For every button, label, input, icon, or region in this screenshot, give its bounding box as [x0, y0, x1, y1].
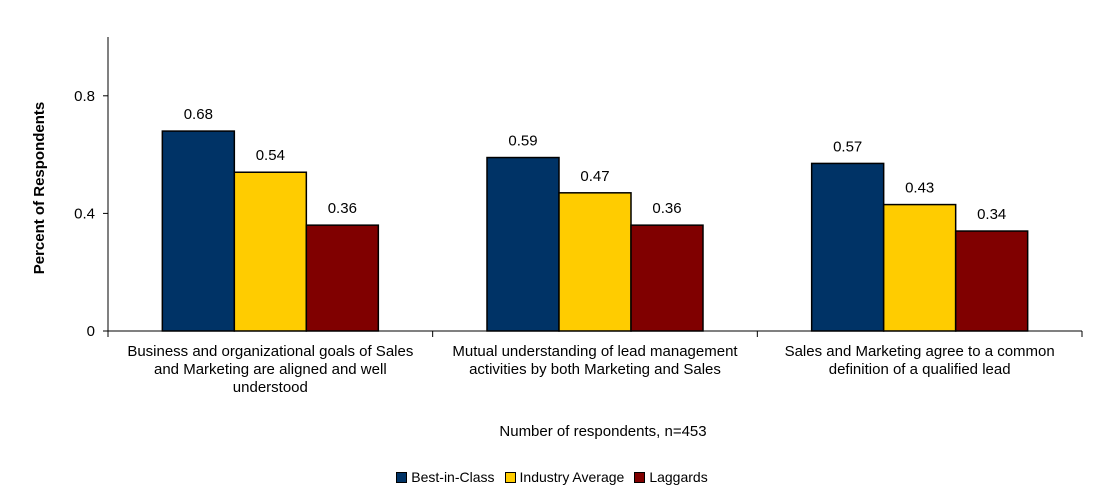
data-label: 0.47	[580, 168, 609, 185]
x-category-label-line: understood	[232, 379, 308, 396]
legend: Best-in-Class Industry Average Laggards	[0, 469, 1104, 485]
x-category-label-line: Mutual understanding of lead management	[452, 343, 738, 360]
data-label: 0.57	[833, 138, 862, 155]
legend-item: Laggards	[634, 469, 708, 485]
legend-label: Best-in-Class	[411, 469, 495, 485]
data-label: 0.68	[184, 106, 213, 123]
bar-industry-average-0	[233, 171, 308, 332]
y-tick-label: 0.8	[74, 88, 95, 105]
data-label: 0.36	[652, 200, 681, 217]
data-label: 0.59	[508, 133, 537, 150]
bar-laggards-2	[954, 230, 1029, 332]
x-category-label: Business and organizational goals of Sal…	[108, 343, 432, 397]
x-category-label-line: and Marketing are aligned and well	[154, 361, 387, 378]
x-category-label-line: Sales and Marketing agree to a common	[784, 343, 1055, 360]
legend-swatch	[396, 471, 408, 483]
x-category-label: Sales and Marketing agree to a common def…	[758, 343, 1082, 379]
x-category-label: Mutual understanding of lead management a…	[433, 343, 757, 379]
bar-laggards-0	[305, 224, 380, 332]
legend-item: Best-in-Class	[396, 469, 495, 485]
bars	[161, 130, 1029, 332]
y-tick-label: 0.4	[74, 205, 95, 222]
legend-label: Laggards	[649, 469, 708, 485]
data-label: 0.54	[256, 147, 285, 164]
legend-swatch	[634, 471, 646, 483]
data-label: 0.43	[905, 180, 934, 197]
legend-item: Industry Average	[504, 469, 625, 485]
legend-swatch	[504, 471, 516, 483]
x-category-label-line: Business and organizational goals of Sal…	[127, 343, 414, 360]
x-axis-title: Number of respondents, n=453	[499, 423, 706, 440]
y-axis-title: Percent of Respondents	[31, 102, 48, 275]
bar-best-in-class-1	[486, 156, 560, 332]
y-tick-label: 0	[87, 323, 95, 340]
bar-industry-average-2	[882, 203, 957, 332]
bar-laggards-1	[630, 224, 704, 332]
legend-label: Industry Average	[519, 469, 625, 485]
bar-industry-average-1	[558, 192, 632, 332]
x-category-label-line: activities by both Marketing and Sales	[469, 361, 721, 378]
bar-best-in-class-2	[810, 162, 885, 332]
bar-best-in-class-0	[161, 130, 236, 332]
data-label: 0.36	[328, 200, 357, 217]
data-label: 0.34	[977, 206, 1006, 223]
x-category-label-line: definition of a qualified lead	[828, 361, 1011, 378]
data-labels: 0.68 0.54 0.36 0.59 0.47 0.36 0.57 0.43 0.34	[184, 106, 1007, 223]
